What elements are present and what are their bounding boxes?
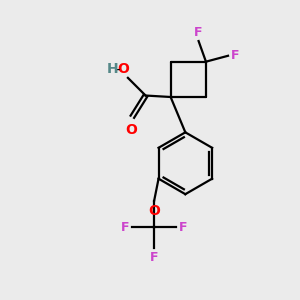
Text: O: O	[125, 123, 137, 136]
Text: H: H	[107, 62, 118, 76]
Text: O: O	[148, 204, 160, 218]
Text: -: -	[114, 61, 119, 76]
Text: F: F	[230, 49, 239, 62]
Text: F: F	[178, 221, 187, 234]
Text: F: F	[150, 251, 158, 264]
Text: F: F	[194, 26, 203, 39]
Text: O: O	[118, 62, 129, 76]
Text: F: F	[121, 221, 130, 234]
